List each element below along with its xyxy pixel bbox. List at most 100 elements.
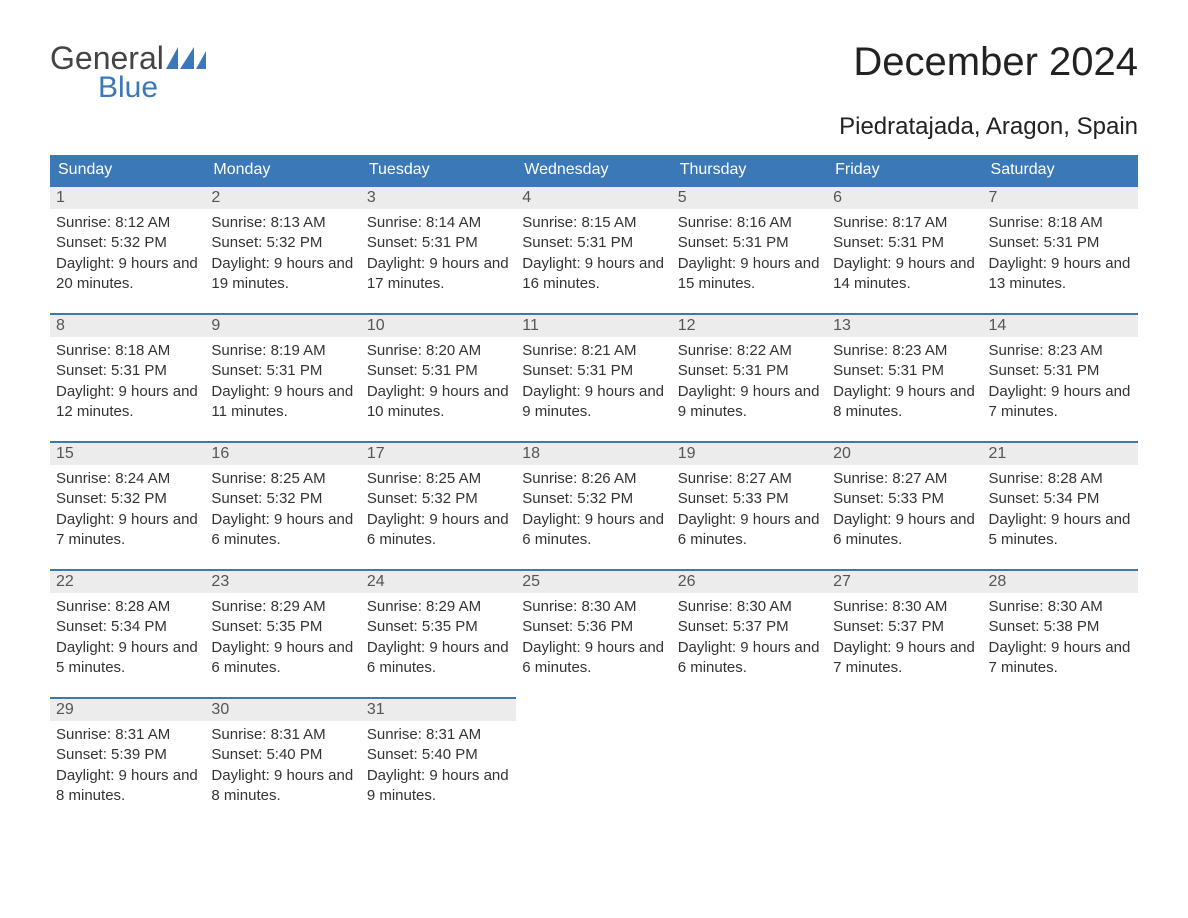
- sunset-line: Sunset: 5:32 PM: [522, 489, 665, 509]
- sunrise-line: Sunrise: 8:14 AM: [367, 213, 510, 233]
- daylight-line: Daylight: 9 hours and 6 minutes.: [522, 510, 665, 551]
- day-number: 9: [205, 313, 360, 337]
- sunset-line: Sunset: 5:33 PM: [678, 489, 821, 509]
- day-details: Sunrise: 8:30 AMSunset: 5:37 PMDaylight:…: [672, 593, 827, 678]
- day-details: Sunrise: 8:26 AMSunset: 5:32 PMDaylight:…: [516, 465, 671, 550]
- daylight-line: Daylight: 9 hours and 8 minutes.: [211, 766, 354, 807]
- day-details: Sunrise: 8:20 AMSunset: 5:31 PMDaylight:…: [361, 337, 516, 422]
- sunset-line: Sunset: 5:31 PM: [678, 361, 821, 381]
- day-number: 15: [50, 441, 205, 465]
- day-number: 16: [205, 441, 360, 465]
- day-details: Sunrise: 8:15 AMSunset: 5:31 PMDaylight:…: [516, 209, 671, 294]
- day-number: 10: [361, 313, 516, 337]
- day-number: 27: [827, 569, 982, 593]
- sunrise-line: Sunrise: 8:31 AM: [211, 725, 354, 745]
- calendar-week: 15Sunrise: 8:24 AMSunset: 5:32 PMDayligh…: [50, 441, 1138, 569]
- daylight-line: Daylight: 9 hours and 6 minutes.: [678, 510, 821, 551]
- day-number: 28: [983, 569, 1138, 593]
- sunset-line: Sunset: 5:37 PM: [678, 617, 821, 637]
- calendar-cell: [672, 697, 827, 825]
- sunrise-line: Sunrise: 8:20 AM: [367, 341, 510, 361]
- daylight-line: Daylight: 9 hours and 7 minutes.: [989, 382, 1132, 423]
- daylight-line: Daylight: 9 hours and 6 minutes.: [678, 638, 821, 679]
- sunrise-line: Sunrise: 8:18 AM: [989, 213, 1132, 233]
- sunset-line: Sunset: 5:32 PM: [367, 489, 510, 509]
- day-details: Sunrise: 8:23 AMSunset: 5:31 PMDaylight:…: [983, 337, 1138, 422]
- sunrise-line: Sunrise: 8:21 AM: [522, 341, 665, 361]
- day-details: Sunrise: 8:27 AMSunset: 5:33 PMDaylight:…: [672, 465, 827, 550]
- daylight-line: Daylight: 9 hours and 10 minutes.: [367, 382, 510, 423]
- day-details: Sunrise: 8:13 AMSunset: 5:32 PMDaylight:…: [205, 209, 360, 294]
- sunrise-line: Sunrise: 8:29 AM: [211, 597, 354, 617]
- sunset-line: Sunset: 5:31 PM: [56, 361, 199, 381]
- day-number: 26: [672, 569, 827, 593]
- calendar-cell: 14Sunrise: 8:23 AMSunset: 5:31 PMDayligh…: [983, 313, 1138, 441]
- day-number: 2: [205, 185, 360, 209]
- day-header: Tuesday: [361, 155, 516, 185]
- sunset-line: Sunset: 5:35 PM: [367, 617, 510, 637]
- location: Piedratajada, Aragon, Spain: [50, 113, 1138, 141]
- flag-icon: [166, 47, 206, 69]
- day-details: Sunrise: 8:14 AMSunset: 5:31 PMDaylight:…: [361, 209, 516, 294]
- day-header: Friday: [827, 155, 982, 185]
- sunset-line: Sunset: 5:32 PM: [211, 489, 354, 509]
- day-number: 30: [205, 697, 360, 721]
- daylight-line: Daylight: 9 hours and 5 minutes.: [989, 510, 1132, 551]
- calendar-cell: 28Sunrise: 8:30 AMSunset: 5:38 PMDayligh…: [983, 569, 1138, 697]
- calendar-cell: 26Sunrise: 8:30 AMSunset: 5:37 PMDayligh…: [672, 569, 827, 697]
- daylight-line: Daylight: 9 hours and 5 minutes.: [56, 638, 199, 679]
- day-header: Monday: [205, 155, 360, 185]
- sunset-line: Sunset: 5:31 PM: [211, 361, 354, 381]
- day-number: 14: [983, 313, 1138, 337]
- day-details: Sunrise: 8:29 AMSunset: 5:35 PMDaylight:…: [361, 593, 516, 678]
- daylight-line: Daylight: 9 hours and 7 minutes.: [56, 510, 199, 551]
- day-details: Sunrise: 8:30 AMSunset: 5:38 PMDaylight:…: [983, 593, 1138, 678]
- calendar-cell: 3Sunrise: 8:14 AMSunset: 5:31 PMDaylight…: [361, 185, 516, 313]
- calendar-cell: 10Sunrise: 8:20 AMSunset: 5:31 PMDayligh…: [361, 313, 516, 441]
- day-number: 3: [361, 185, 516, 209]
- day-details: Sunrise: 8:22 AMSunset: 5:31 PMDaylight:…: [672, 337, 827, 422]
- sunset-line: Sunset: 5:37 PM: [833, 617, 976, 637]
- sunrise-line: Sunrise: 8:30 AM: [522, 597, 665, 617]
- sunset-line: Sunset: 5:31 PM: [989, 361, 1132, 381]
- sunset-line: Sunset: 5:31 PM: [522, 361, 665, 381]
- day-number: 6: [827, 185, 982, 209]
- calendar-cell: 13Sunrise: 8:23 AMSunset: 5:31 PMDayligh…: [827, 313, 982, 441]
- day-details: Sunrise: 8:24 AMSunset: 5:32 PMDaylight:…: [50, 465, 205, 550]
- day-number: 25: [516, 569, 671, 593]
- day-number: 1: [50, 185, 205, 209]
- day-number: 5: [672, 185, 827, 209]
- day-number: 21: [983, 441, 1138, 465]
- sunset-line: Sunset: 5:38 PM: [989, 617, 1132, 637]
- day-details: Sunrise: 8:18 AMSunset: 5:31 PMDaylight:…: [983, 209, 1138, 294]
- calendar-week: 8Sunrise: 8:18 AMSunset: 5:31 PMDaylight…: [50, 313, 1138, 441]
- daylight-line: Daylight: 9 hours and 6 minutes.: [833, 510, 976, 551]
- calendar-cell: 22Sunrise: 8:28 AMSunset: 5:34 PMDayligh…: [50, 569, 205, 697]
- daylight-line: Daylight: 9 hours and 12 minutes.: [56, 382, 199, 423]
- day-number: 20: [827, 441, 982, 465]
- sunset-line: Sunset: 5:31 PM: [522, 233, 665, 253]
- day-number: 4: [516, 185, 671, 209]
- sunset-line: Sunset: 5:31 PM: [367, 361, 510, 381]
- day-number: 18: [516, 441, 671, 465]
- sunrise-line: Sunrise: 8:24 AM: [56, 469, 199, 489]
- sunrise-line: Sunrise: 8:30 AM: [989, 597, 1132, 617]
- sunrise-line: Sunrise: 8:25 AM: [211, 469, 354, 489]
- daylight-line: Daylight: 9 hours and 6 minutes.: [522, 638, 665, 679]
- sunset-line: Sunset: 5:32 PM: [56, 489, 199, 509]
- sunset-line: Sunset: 5:34 PM: [989, 489, 1132, 509]
- sunset-line: Sunset: 5:40 PM: [211, 745, 354, 765]
- calendar-cell: 25Sunrise: 8:30 AMSunset: 5:36 PMDayligh…: [516, 569, 671, 697]
- sunrise-line: Sunrise: 8:22 AM: [678, 341, 821, 361]
- calendar-week: 1Sunrise: 8:12 AMSunset: 5:32 PMDaylight…: [50, 185, 1138, 313]
- day-number: 17: [361, 441, 516, 465]
- day-details: Sunrise: 8:31 AMSunset: 5:39 PMDaylight:…: [50, 721, 205, 806]
- sunrise-line: Sunrise: 8:30 AM: [678, 597, 821, 617]
- sunrise-line: Sunrise: 8:12 AM: [56, 213, 199, 233]
- sunrise-line: Sunrise: 8:31 AM: [56, 725, 199, 745]
- day-details: Sunrise: 8:12 AMSunset: 5:32 PMDaylight:…: [50, 209, 205, 294]
- day-details: Sunrise: 8:25 AMSunset: 5:32 PMDaylight:…: [361, 465, 516, 550]
- calendar-cell: 7Sunrise: 8:18 AMSunset: 5:31 PMDaylight…: [983, 185, 1138, 313]
- calendar-cell: 30 Sunrise: 8:31 AMSunset: 5:40 PMDayligh…: [205, 697, 360, 825]
- sunrise-line: Sunrise: 8:27 AM: [833, 469, 976, 489]
